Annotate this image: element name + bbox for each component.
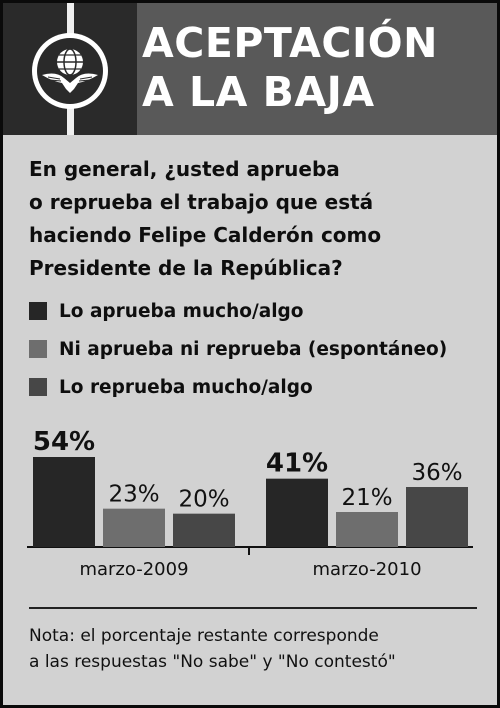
chart-legend: Lo aprueba mucho/algo Ni aprueba ni repr… xyxy=(29,292,497,406)
legend-label-reprueba: Lo reprueba mucho/algo xyxy=(59,376,313,398)
legend-item-aprueba: Lo aprueba mucho/algo xyxy=(29,292,497,330)
bar-chart: 54% 23% 20% marzo-2009 41% 21% 36% marzo-2010 xyxy=(27,427,473,580)
bar xyxy=(173,513,235,547)
note-line-2: a las respuestas "No sabe" y "No contest… xyxy=(29,652,396,672)
footnote: Nota: el porcentaje restante corresponde… xyxy=(29,623,489,675)
bar-data-label: 20% xyxy=(178,487,229,513)
bar xyxy=(103,508,165,547)
survey-question: En general, ¿usted aprueba o reprueba el… xyxy=(29,153,489,285)
bar xyxy=(266,478,328,547)
legend-swatch-ni-aprueba xyxy=(29,340,47,358)
title-line-1: ACEPTACIÓN xyxy=(142,19,438,67)
page-title: ACEPTACIÓN A LA BAJA xyxy=(142,19,492,117)
note-divider xyxy=(29,607,477,609)
legend-swatch-aprueba xyxy=(29,302,47,320)
legend-swatch-reprueba xyxy=(29,378,47,396)
category-label: marzo-2010 xyxy=(312,559,421,580)
legend-item-ni-aprueba: Ni aprueba ni reprueba (espontáneo) xyxy=(29,330,497,368)
bar-data-label: 41% xyxy=(266,449,328,479)
bar-data-label: 23% xyxy=(108,482,159,508)
bar-data-label: 36% xyxy=(411,460,462,486)
bar xyxy=(33,457,95,547)
bar-data-label: 54% xyxy=(33,427,95,457)
title-line-2: A LA BAJA xyxy=(142,68,375,116)
legend-label-aprueba: Lo aprueba mucho/algo xyxy=(59,300,304,322)
legend-label-ni-aprueba: Ni aprueba ni reprueba (espontáneo) xyxy=(59,338,448,360)
question-line-4: Presidente de la República? xyxy=(29,256,343,280)
bar xyxy=(336,512,398,547)
question-line-1: En general, ¿usted aprueba xyxy=(29,157,340,181)
bar xyxy=(406,487,468,547)
header-title-block xyxy=(137,3,497,135)
question-line-2: o reprueba el trabajo que está xyxy=(29,190,374,214)
legend-item-reprueba: Lo reprueba mucho/algo xyxy=(29,368,497,406)
note-line-1: Nota: el porcentaje restante corresponde xyxy=(29,626,379,646)
eagle-globe-emblem-icon xyxy=(30,31,110,111)
question-line-3: haciendo Felipe Calderón como xyxy=(29,223,382,247)
header: ACEPTACIÓN A LA BAJA xyxy=(3,3,497,135)
bar-data-label: 21% xyxy=(341,485,392,511)
category-label: marzo-2009 xyxy=(79,559,188,580)
